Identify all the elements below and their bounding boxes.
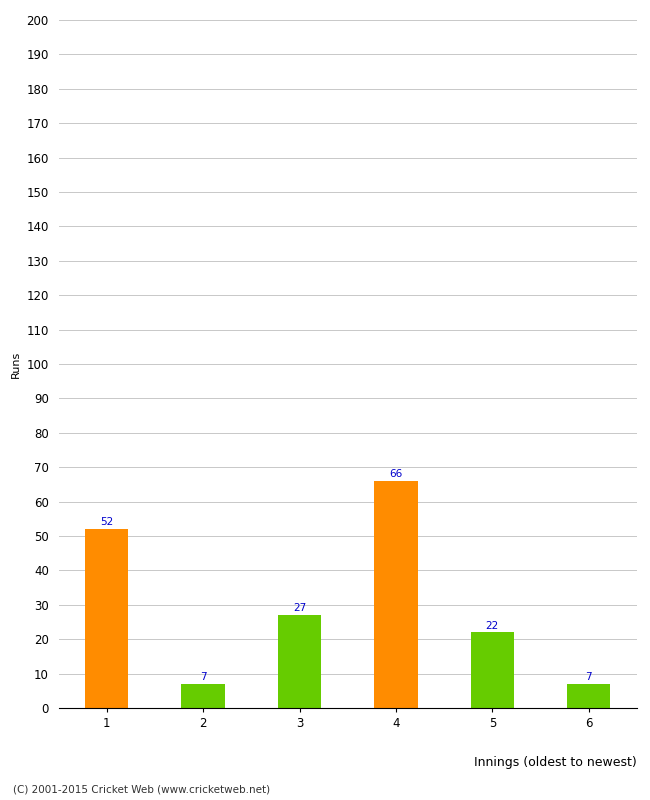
Bar <box>567 684 610 708</box>
Text: 52: 52 <box>100 518 113 527</box>
Text: Innings (oldest to newest): Innings (oldest to newest) <box>474 756 637 769</box>
Y-axis label: Runs: Runs <box>11 350 21 378</box>
Text: 7: 7 <box>586 672 592 682</box>
Bar <box>278 615 321 708</box>
Text: 7: 7 <box>200 672 207 682</box>
Text: 27: 27 <box>293 603 306 614</box>
Text: (C) 2001-2015 Cricket Web (www.cricketweb.net): (C) 2001-2015 Cricket Web (www.cricketwe… <box>13 784 270 794</box>
Bar <box>471 632 514 708</box>
Bar <box>374 481 418 708</box>
Bar <box>85 529 129 708</box>
Text: 66: 66 <box>389 470 402 479</box>
Text: 22: 22 <box>486 621 499 630</box>
Bar <box>181 684 225 708</box>
